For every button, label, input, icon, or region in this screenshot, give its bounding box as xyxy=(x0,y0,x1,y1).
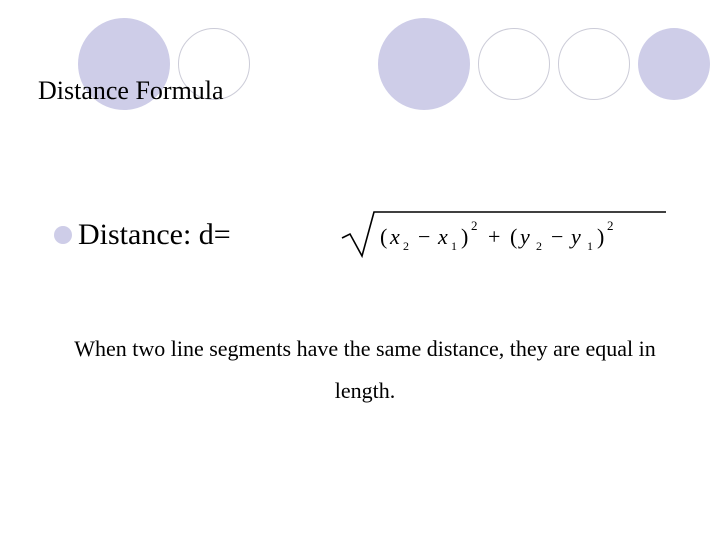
svg-text:+: + xyxy=(488,224,500,249)
svg-text:2: 2 xyxy=(607,218,614,233)
svg-text:−: − xyxy=(418,224,430,249)
svg-text:y: y xyxy=(569,224,581,249)
svg-text:): ) xyxy=(597,224,604,249)
page-title: Distance Formula xyxy=(38,76,224,106)
svg-text:2: 2 xyxy=(471,218,478,233)
bullet-label: Distance: d= xyxy=(78,218,231,252)
svg-text:2: 2 xyxy=(536,239,542,253)
svg-text:y: y xyxy=(518,224,530,249)
decor-circle xyxy=(638,28,710,100)
decor-circle xyxy=(378,18,470,110)
svg-text:−: − xyxy=(551,224,563,249)
svg-text:2: 2 xyxy=(403,239,409,253)
decor-circle xyxy=(478,28,550,100)
svg-text:(: ( xyxy=(380,224,387,249)
distance-formula: ( x 2 − x 1 ) 2 + ( y 2 − y 1 ) 2 xyxy=(340,204,670,269)
svg-text:x: x xyxy=(389,224,400,249)
svg-text:): ) xyxy=(461,224,468,249)
svg-text:x: x xyxy=(437,224,448,249)
bullet-icon xyxy=(54,226,72,244)
svg-text:1: 1 xyxy=(587,239,593,253)
decor-circle xyxy=(558,28,630,100)
body-paragraph: When two line segments have the same dis… xyxy=(56,328,674,412)
svg-text:1: 1 xyxy=(451,239,457,253)
bullet-item: Distance: d= xyxy=(54,218,231,252)
svg-text:(: ( xyxy=(510,224,517,249)
